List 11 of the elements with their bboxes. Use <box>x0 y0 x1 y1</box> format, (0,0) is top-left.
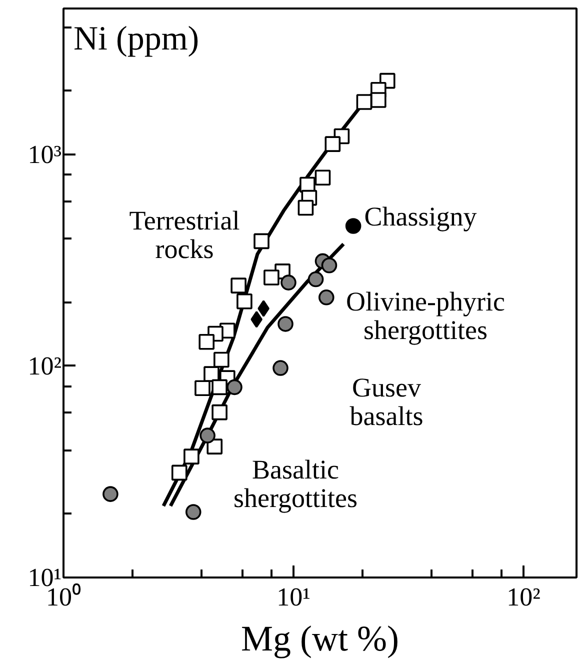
annotation: Terrestrial rocks <box>129 205 240 264</box>
annotation: Basaltic shergottites <box>234 454 358 513</box>
y-tick-label: 10² <box>28 351 62 380</box>
x-axis-title: Mg (wt %) <box>241 618 399 658</box>
y-axis-title: Ni (ppm) <box>74 20 200 58</box>
x-tick-label: 10² <box>506 582 541 612</box>
annotation: Chassigny <box>364 202 478 232</box>
x-tick-label: 10¹ <box>276 582 310 612</box>
annotation: Gusev basalts <box>350 372 424 431</box>
annotation: Olivine-phyric shergottites <box>346 286 505 345</box>
y-tick-label: 10³ <box>28 140 62 169</box>
